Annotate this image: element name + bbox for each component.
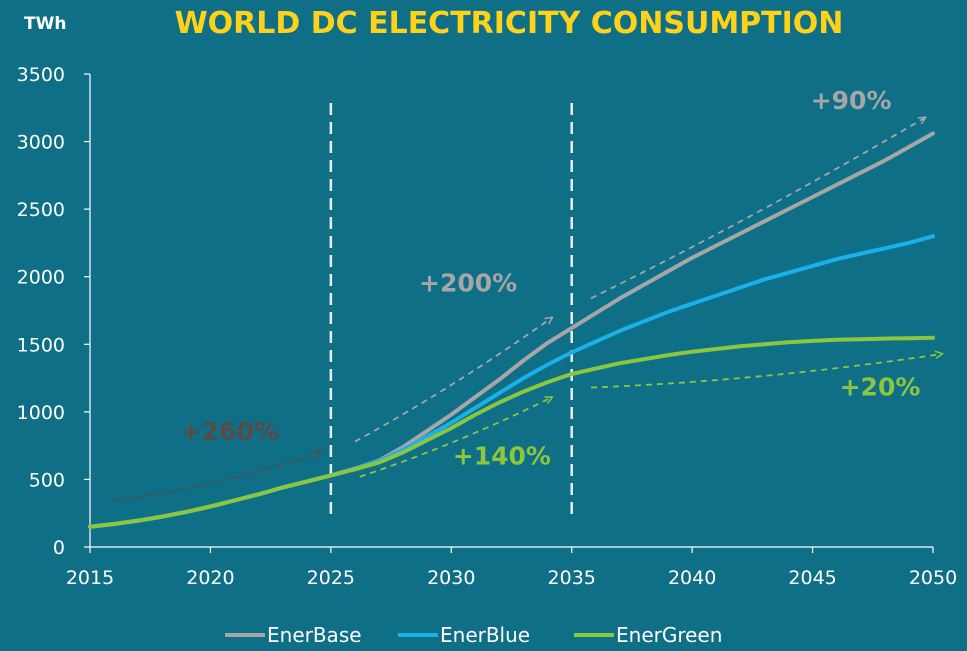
y-tick-label: 0 bbox=[53, 537, 65, 559]
x-tick-label: 2035 bbox=[548, 567, 596, 589]
x-tick-label: 2015 bbox=[66, 567, 114, 589]
y-axis: 0 500 1000 1500 2000 2500 3000 3500 bbox=[17, 64, 91, 559]
y-tick-label: 2000 bbox=[17, 267, 65, 289]
period-divider-lines bbox=[329, 103, 573, 518]
legend-item-enerblue: EnerBlue bbox=[398, 623, 530, 647]
y-tick-label: 2500 bbox=[17, 199, 65, 221]
legend: EnerBase EnerBlue EnerGreen bbox=[225, 623, 722, 647]
x-tick-label: 2030 bbox=[427, 567, 475, 589]
growth-arrow bbox=[354, 317, 553, 443]
x-tick-label: 2045 bbox=[788, 567, 836, 589]
x-tick-label: 2040 bbox=[668, 567, 716, 589]
series-layer bbox=[88, 131, 935, 529]
legend-label: EnerBlue bbox=[440, 623, 530, 647]
y-tick-label: 3000 bbox=[17, 132, 65, 154]
growth-arrow bbox=[590, 117, 926, 300]
x-axis: 2015 2020 2025 2030 2035 2040 2045 2050 bbox=[66, 546, 957, 589]
y-tick-label: 1000 bbox=[17, 402, 65, 424]
series-line-energreen bbox=[88, 335, 935, 529]
growth-label: +260% bbox=[181, 417, 279, 446]
growth-arrow bbox=[113, 452, 321, 502]
x-tick-label: 2050 bbox=[909, 567, 957, 589]
growth-arrow bbox=[590, 354, 943, 389]
chart-title: WORLD DC ELECTRICITY CONSUMPTION bbox=[175, 6, 844, 41]
x-tick-label: 2025 bbox=[307, 567, 355, 589]
y-tick-label: 3500 bbox=[17, 64, 65, 86]
growth-label: +200% bbox=[419, 269, 517, 298]
legend-label: EnerGreen bbox=[616, 623, 722, 647]
growth-annotations: +260% +200% +140% +90% +20% bbox=[113, 86, 943, 502]
x-tick-label: 2020 bbox=[186, 567, 234, 589]
growth-label: +140% bbox=[453, 442, 551, 471]
growth-arrow bbox=[359, 396, 553, 478]
y-axis-unit-label: TWh bbox=[24, 14, 66, 34]
legend-item-enerbase: EnerBase bbox=[225, 623, 362, 647]
growth-label: +90% bbox=[811, 86, 892, 115]
y-tick-label: 1500 bbox=[17, 334, 65, 356]
legend-item-energreen: EnerGreen bbox=[574, 623, 722, 647]
legend-label: EnerBase bbox=[267, 623, 362, 647]
y-tick-label: 500 bbox=[29, 469, 65, 491]
growth-label: +20% bbox=[840, 373, 921, 402]
